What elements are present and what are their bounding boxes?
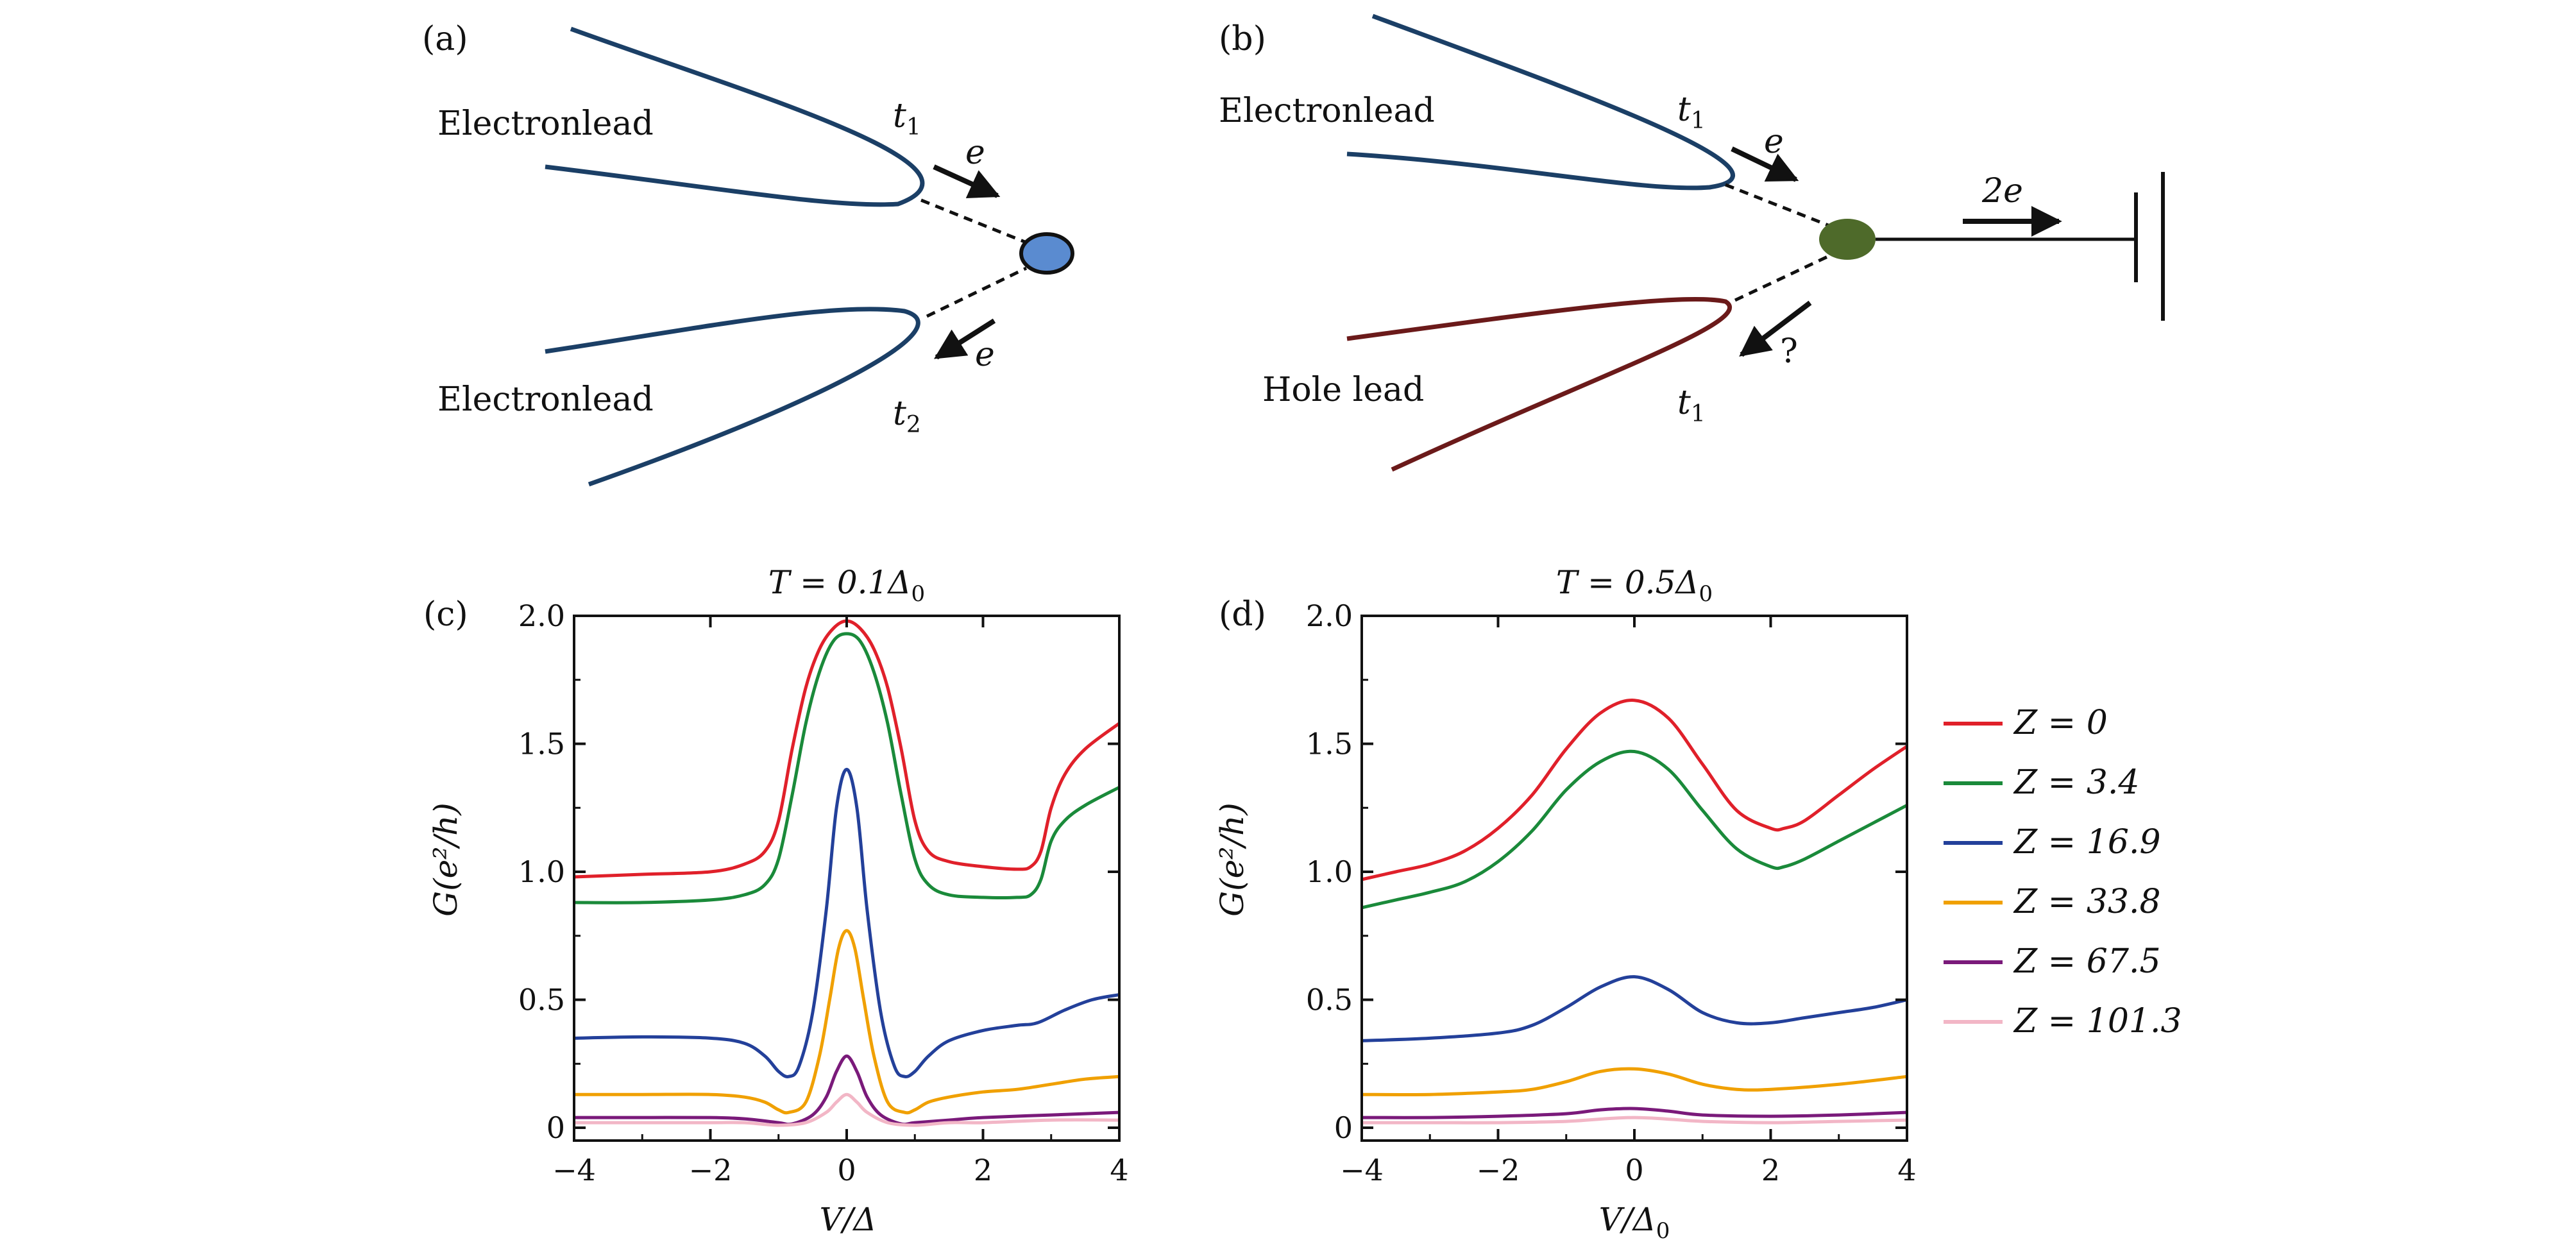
chart-c-xtick-label: −2 <box>689 1153 733 1187</box>
legend-label: Z = 67.5 <box>2013 942 2161 981</box>
legend-label: Z = 3.4 <box>2013 763 2139 802</box>
chart-c-ytick-label: 1.5 <box>518 727 565 761</box>
chart-c-ylabel: G(e²/h) <box>427 803 464 917</box>
chart-c-xtick-label: −4 <box>552 1153 596 1187</box>
chart-d-ytick-label: 0.5 <box>1306 983 1353 1017</box>
chart-d: (d) T = 0.5Δ0 V/Δ0 G(e²/h) −4 −2 0 2 4 0 0.5 1.… <box>1214 564 1917 1240</box>
chart-d-ytick-label: 1.0 <box>1306 854 1353 889</box>
chart-c-frame <box>573 615 1121 1142</box>
chart-c: (c) T = 0.1Δ0 V/Δ G(e²/h) −4 −2 0 2 4 0 0.5 1.0… <box>423 564 1129 1238</box>
tunnel-bottom-b <box>1734 251 1836 302</box>
chart-d-xlabel: V/Δ0 <box>1599 1201 1670 1240</box>
electron-lead-bottom-a <box>545 307 920 487</box>
chart-d-ytick-label: 2.0 <box>1306 599 1353 633</box>
chart-c-xtick-label: 4 <box>1110 1153 1128 1187</box>
tunnel-top-b <box>1725 183 1835 230</box>
legend-label: Z = 33.8 <box>2013 883 2161 921</box>
arrow-out-b <box>1739 300 1812 357</box>
arrow-in-b <box>1731 146 1799 182</box>
legend-label: Z = 101.3 <box>2013 1002 2182 1040</box>
chart-c-tag: (c) <box>423 595 468 634</box>
e-in-label-a: e <box>965 133 985 172</box>
chart-d-series-3 <box>1361 1067 1908 1096</box>
panel-b-tag: (b) <box>1219 20 1266 58</box>
chart-c-ytick-label: 2.0 <box>518 599 565 633</box>
panel-b: (b) Electronlead Hole lead t1 t1 e 2e ? <box>1219 13 2165 472</box>
chart-c-series-3 <box>574 929 1120 1115</box>
panel-a-tag: (a) <box>422 20 468 58</box>
chart-c-series-0 <box>573 619 1121 879</box>
tunnel-bottom-a <box>926 266 1028 318</box>
chart-d-series-4 <box>1361 1107 1908 1119</box>
arrow-out-a <box>933 318 996 360</box>
quantum-dot-a <box>1019 232 1074 275</box>
t1-label-top-b: t1 <box>1677 90 1706 134</box>
chart-d-series-0 <box>1361 699 1908 881</box>
chart-d-xtick-label: 4 <box>1897 1153 1916 1187</box>
quantum-dot-b <box>1819 219 1876 260</box>
chart-d-ytick-label: 0 <box>1334 1110 1353 1145</box>
t1-label-bottom-b: t1 <box>1677 384 1706 427</box>
e-out-label-a: e <box>975 335 995 374</box>
chart-d-xtick-label: 0 <box>1625 1153 1643 1187</box>
electron-lead-label-b: Electronlead <box>1219 92 1435 130</box>
2e-label: 2e <box>1981 172 2023 210</box>
chart-d-frame <box>1360 615 1908 1142</box>
chart-d-title: T = 0.5Δ0 <box>1556 564 1713 607</box>
legend-label: Z = 16.9 <box>2013 823 2161 862</box>
chart-d-ytick-label: 1.5 <box>1306 727 1353 761</box>
chart-c-series-1 <box>573 632 1121 905</box>
chart-c-ytick-label: 0.5 <box>518 983 565 1017</box>
chart-c-xtick-label: 0 <box>837 1153 856 1187</box>
chart-d-xtick-label: −2 <box>1477 1153 1520 1187</box>
electron-lead-b <box>1346 13 1735 191</box>
t2-label-a: t2 <box>893 395 921 438</box>
hole-lead-b <box>1346 296 1732 472</box>
chart-d-xtick-label: −4 <box>1340 1153 1384 1187</box>
chart-c-series-5 <box>574 1092 1120 1127</box>
tunnel-top-a <box>920 198 1027 244</box>
electron-lead-top-a <box>545 26 925 207</box>
chart-d-tag: (d) <box>1219 595 1266 634</box>
electron-lead-label-top-a: Electronlead <box>437 105 654 143</box>
e-in-label-b: e <box>1764 123 1784 161</box>
legend-label: Z = 0 <box>2013 704 2108 742</box>
chart-c-xlabel: V/Δ <box>819 1201 876 1238</box>
chart-c-title: T = 0.1Δ0 <box>768 564 925 607</box>
legend: Z = 0 Z = 3.4 Z = 16.9 Z = 33.8 Z = 67.5 Z = … <box>1944 704 2182 1040</box>
chart-d-series-5 <box>1362 1116 1908 1125</box>
t1-label-a: t1 <box>893 97 921 140</box>
panel-a: (a) Electronlead Electronlead t1 t2 e e <box>422 20 1074 487</box>
chart-d-series-1 <box>1361 749 1908 910</box>
chart-c-series-2 <box>573 767 1120 1078</box>
chart-d-series-2 <box>1361 975 1908 1042</box>
electron-lead-label-bottom-a: Electronlead <box>437 380 654 419</box>
arrow-in-a <box>933 164 1001 198</box>
chart-c-ytick-label: 0 <box>547 1110 565 1145</box>
chart-d-xtick-label: 2 <box>1761 1153 1780 1187</box>
chart-d-ylabel: G(e²/h) <box>1214 803 1251 917</box>
chart-c-series-4 <box>574 1054 1120 1126</box>
hole-lead-label-b: Hole lead <box>1262 371 1424 409</box>
question-label: ? <box>1780 332 1798 371</box>
chart-c-xtick-label: 2 <box>974 1153 992 1187</box>
chart-c-ytick-label: 1.0 <box>518 854 565 889</box>
